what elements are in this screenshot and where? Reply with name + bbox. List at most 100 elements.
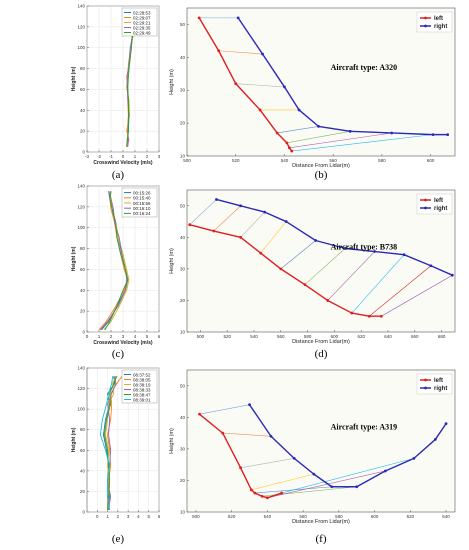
- x-tick-label: 1: [134, 154, 137, 159]
- y-tick-label: 140: [77, 366, 85, 371]
- y-tick-label: 20: [180, 121, 186, 126]
- legend-marker: [424, 16, 427, 20]
- legend-entry: 08:38:47: [133, 392, 151, 397]
- x-tick-label: 1: [106, 514, 109, 519]
- data-point-right: [402, 253, 406, 257]
- y-tick-label: 140: [77, 4, 85, 9]
- data-point-right: [297, 108, 301, 112]
- panel-label: (d): [315, 348, 328, 360]
- y-axis-label: Height (m): [169, 248, 175, 274]
- y-tick-label: 100: [77, 407, 85, 412]
- y-tick-label: 10: [180, 330, 186, 335]
- data-point-left: [266, 496, 269, 500]
- legend-marker: [424, 198, 427, 202]
- data-point-right: [450, 273, 454, 277]
- x-tick-label: 4: [134, 334, 137, 339]
- data-point-right: [431, 133, 435, 137]
- pair-connector-line: [351, 254, 405, 314]
- x-tick-label: 580: [304, 334, 312, 339]
- series-line-08:38:33: [107, 376, 117, 511]
- pair-connector-line: [369, 265, 432, 317]
- pair-connector-line: [304, 248, 346, 285]
- pair-connector-line: [199, 404, 250, 415]
- data-point-left: [290, 149, 294, 153]
- data-point-right: [348, 129, 352, 133]
- x-tick-label: 6: [158, 514, 161, 519]
- y-tick-label: 60: [80, 448, 86, 453]
- data-point-right: [446, 133, 450, 137]
- series-line-00:15:40: [98, 191, 129, 331]
- data-point-right: [433, 438, 437, 441]
- legend: 08:37:5208:38:0508:38:1908:38:3308:38:47…: [121, 369, 158, 404]
- x-tick-label: 2: [110, 334, 113, 339]
- aircraft-type-annotation: Aircraft type: A319: [331, 423, 398, 432]
- x-tick-label: 520: [228, 514, 236, 519]
- aircraft-type-annotation: Aircraft type: B738: [331, 243, 398, 252]
- legend-entry: right: [434, 24, 447, 30]
- data-point-left: [275, 131, 279, 135]
- data-point-right: [343, 246, 347, 250]
- pair-connector-line: [251, 473, 314, 491]
- legend-entry: 02:28:53: [133, 10, 151, 15]
- pair-connector-line: [240, 211, 265, 238]
- y-tick-label: 120: [77, 204, 85, 209]
- pair-connector-line: [240, 458, 295, 469]
- y-tick-label: 40: [180, 235, 186, 240]
- x-tick-label: 500: [183, 158, 191, 163]
- legend-entry: left: [434, 16, 443, 22]
- legend-marker: [424, 206, 427, 210]
- x-tick-label: 560: [329, 158, 337, 163]
- y-axis-label: Height (m): [71, 427, 77, 452]
- y-tick-label: 0: [82, 330, 85, 335]
- pair-connector-line: [189, 199, 217, 225]
- y-tick-label: 30: [180, 446, 186, 451]
- data-point-right: [239, 204, 243, 208]
- x-tick-label: 600: [371, 514, 379, 519]
- legend-entry: 00:15:26: [133, 190, 151, 195]
- chart-b: 500 520 540 560 580 600 10 20 30 40 50 Distance Fro…: [169, 7, 456, 181]
- x-tick-label: 600: [331, 334, 339, 339]
- x-tick-label: 520: [232, 158, 240, 163]
- data-point-left: [234, 82, 238, 86]
- pair-connector-line: [235, 83, 285, 88]
- y-tick-label: 40: [180, 55, 186, 60]
- legend-entry: 02:29:07: [133, 15, 151, 20]
- y-axis-label: Height (m): [169, 428, 175, 454]
- data-point-right: [444, 422, 448, 426]
- data-point-right: [355, 485, 359, 489]
- y-tick-label: 80: [80, 427, 86, 432]
- pair-connector-line: [381, 274, 453, 317]
- y-tick-label: 40: [80, 288, 86, 293]
- data-point-left: [217, 49, 221, 53]
- chart-f: 500 520 540 560 580 600 620 640 10 20 30 40 50 Distan…: [169, 369, 456, 545]
- data-point-left: [379, 314, 383, 318]
- series-line-right: [248, 404, 447, 488]
- data-point-right: [330, 485, 334, 489]
- legend-entry: left: [434, 198, 443, 204]
- data-point-left: [326, 299, 330, 302]
- series-line-08:38:47: [104, 376, 118, 510]
- x-tick-label: 660: [411, 334, 419, 339]
- x-tick-label: 600: [427, 158, 435, 163]
- data-point-right: [292, 456, 296, 460]
- x-tick-label: 640: [442, 514, 450, 519]
- y-axis-label: Height (m): [71, 66, 77, 91]
- x-tick-label: 580: [378, 158, 386, 163]
- pair-connector-line: [267, 470, 386, 499]
- series-line-right: [216, 198, 453, 276]
- data-point-left: [197, 16, 201, 20]
- x-tick-label: 4: [137, 514, 140, 519]
- x-tick-label: 640: [384, 334, 392, 339]
- x-tick-label: 1: [98, 334, 101, 339]
- y-tick-label: 10: [180, 510, 186, 515]
- y-tick-label: 80: [80, 246, 86, 251]
- plot-area: [186, 189, 456, 333]
- y-tick-label: 40: [80, 468, 86, 473]
- x-axis-label: Distance From Lidar(m): [292, 519, 350, 525]
- pair-connector-line: [277, 126, 319, 134]
- y-tick-label: 50: [180, 383, 186, 388]
- data-point-right: [314, 239, 318, 242]
- plot-area: [186, 369, 456, 513]
- legend-entry: left: [434, 378, 443, 384]
